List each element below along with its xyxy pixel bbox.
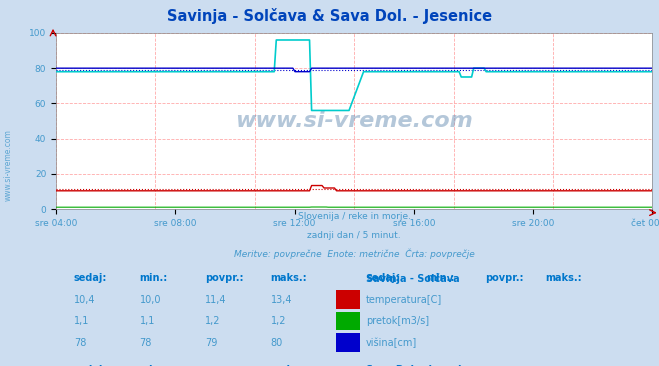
Text: maks.:: maks.: <box>545 273 582 284</box>
Text: www.si-vreme.com: www.si-vreme.com <box>235 111 473 131</box>
Text: 10,0: 10,0 <box>140 295 161 305</box>
Bar <box>336 312 360 330</box>
Text: 78: 78 <box>140 338 152 348</box>
Bar <box>336 290 360 309</box>
Text: 79: 79 <box>205 338 217 348</box>
Text: 13,4: 13,4 <box>271 295 292 305</box>
Text: povpr.:: povpr.: <box>486 273 524 284</box>
Text: 10,4: 10,4 <box>74 295 96 305</box>
Text: Slovenija / reke in morje.: Slovenija / reke in morje. <box>298 212 411 221</box>
Bar <box>336 333 360 352</box>
Text: višina[cm]: višina[cm] <box>366 338 417 348</box>
Text: povpr.:: povpr.: <box>205 365 244 366</box>
Text: 80: 80 <box>271 338 283 348</box>
Text: sedaj:: sedaj: <box>366 273 399 284</box>
Text: Savinja - Solčava: Savinja - Solčava <box>366 273 460 284</box>
Text: Sava Dol. - Jesenice: Sava Dol. - Jesenice <box>366 365 474 366</box>
Text: Savinja - Solčava & Sava Dol. - Jesenice: Savinja - Solčava & Sava Dol. - Jesenice <box>167 8 492 24</box>
Text: maks.:: maks.: <box>271 273 307 284</box>
Text: 1,2: 1,2 <box>271 316 286 326</box>
Text: povpr.:: povpr.: <box>205 273 244 284</box>
Text: sedaj:: sedaj: <box>74 365 107 366</box>
Text: min.:: min.: <box>140 365 168 366</box>
Text: 11,4: 11,4 <box>205 295 227 305</box>
Text: Meritve: povprečne  Enote: metrične  Črta: povprečje: Meritve: povprečne Enote: metrične Črta:… <box>234 249 474 259</box>
Text: min.:: min.: <box>426 273 454 284</box>
Text: maks.:: maks.: <box>271 365 307 366</box>
Text: temperatura[C]: temperatura[C] <box>366 295 442 305</box>
Text: pretok[m3/s]: pretok[m3/s] <box>366 316 429 326</box>
Text: 78: 78 <box>74 338 86 348</box>
Text: www.si-vreme.com: www.si-vreme.com <box>3 129 13 201</box>
Text: 1,1: 1,1 <box>74 316 89 326</box>
Text: 1,2: 1,2 <box>205 316 221 326</box>
Text: zadnji dan / 5 minut.: zadnji dan / 5 minut. <box>307 231 401 240</box>
Text: 1,1: 1,1 <box>140 316 155 326</box>
Text: sedaj:: sedaj: <box>74 273 107 284</box>
Text: min.:: min.: <box>140 273 168 284</box>
